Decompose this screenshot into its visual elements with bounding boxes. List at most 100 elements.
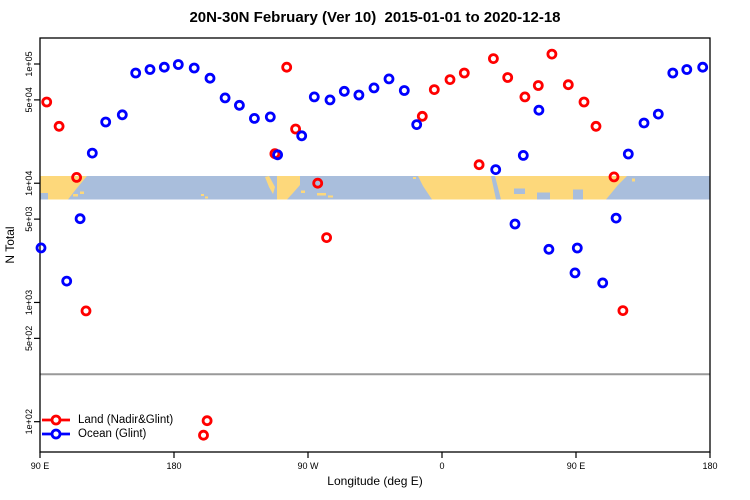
- land-point: [458, 67, 470, 79]
- ocean-point: [533, 104, 545, 116]
- ocean-point: [652, 108, 664, 120]
- map-band-land: [301, 190, 305, 193]
- ocean-point: [233, 99, 245, 111]
- ocean-point: [398, 85, 410, 96]
- ocean-point: [248, 113, 260, 124]
- land-point: [578, 96, 590, 108]
- ocean-point: [411, 119, 423, 130]
- map-band-land: [277, 176, 300, 200]
- chart-title: 20N-30N February (Ver 10) 2015-01-01 to …: [189, 9, 561, 26]
- ocean-point: [490, 164, 502, 176]
- land-point: [71, 171, 82, 183]
- x-tick-label: 180: [702, 461, 717, 471]
- land-point: [590, 120, 602, 132]
- y-tick-label: 1e+04: [24, 171, 34, 196]
- ocean-point: [622, 148, 634, 160]
- land-point: [201, 415, 213, 427]
- ocean-point: [697, 61, 709, 73]
- land-point: [532, 80, 544, 91]
- ocean-point: [509, 218, 521, 230]
- map-band-land: [73, 194, 78, 197]
- map-band-land: [205, 196, 208, 199]
- legend-ocean-label: Ocean (Glint): [78, 428, 147, 440]
- ocean-point: [35, 242, 47, 254]
- ocean-point: [61, 275, 73, 287]
- land-point: [428, 84, 440, 95]
- ocean-point: [296, 130, 308, 142]
- ocean-point: [188, 62, 200, 74]
- land-point: [473, 159, 485, 171]
- y-tick-label: 5e+03: [24, 206, 34, 231]
- land-point: [562, 79, 574, 91]
- ocean-point: [569, 267, 581, 279]
- x-axis-title: Longitude (deg E): [327, 474, 423, 488]
- plot-border: [39, 37, 711, 453]
- ocean-point: [272, 149, 284, 161]
- map-band-land: [413, 177, 416, 179]
- ocean-point: [100, 116, 112, 128]
- ocean-point: [517, 149, 529, 161]
- map-band-sea-notch: [491, 176, 501, 200]
- map-band-land: [328, 195, 333, 198]
- map-band-land: [80, 191, 84, 194]
- land-point: [321, 232, 333, 244]
- map-band-land: [632, 178, 635, 182]
- y-tick-label: 1e+02: [24, 409, 34, 434]
- legend-ocean-marker: [42, 428, 70, 440]
- map-band-land: [418, 176, 627, 200]
- x-axis: 90 E 180 90 W 0 90 E 180: [31, 452, 718, 471]
- x-tick-label: 90 W: [297, 461, 319, 471]
- land-point: [444, 74, 456, 85]
- ocean-point: [219, 92, 231, 104]
- ocean-point: [638, 117, 650, 129]
- land-point: [198, 429, 209, 441]
- ocean-point: [204, 72, 216, 84]
- land-point: [53, 120, 65, 132]
- ocean-point: [338, 85, 350, 97]
- x-tick-label: 0: [439, 461, 444, 471]
- land-series: [41, 48, 629, 441]
- ocean-series: [35, 59, 709, 289]
- map-band-land: [317, 193, 326, 196]
- ocean-point: [130, 67, 142, 79]
- x-tick-label: 90 E: [31, 461, 50, 471]
- ocean-point: [324, 94, 336, 106]
- legend-item-ocean: Ocean (Glint): [42, 427, 173, 441]
- ocean-point: [172, 59, 184, 70]
- land-point: [41, 96, 53, 108]
- legend-land-marker: [42, 414, 70, 426]
- legend-land-label: Land (Nadir&Glint): [78, 414, 174, 426]
- ocean-point: [667, 67, 679, 79]
- y-axis: 1e+05 5e+04 1e+04 5e+03 1e+03 5e+02 1e+02: [24, 51, 40, 434]
- land-point: [608, 171, 620, 183]
- ocean-point: [86, 147, 98, 159]
- ocean-point: [158, 61, 170, 73]
- x-tick-label: 90 E: [567, 461, 586, 471]
- land-point: [416, 110, 428, 122]
- map-band-sea-notch: [514, 188, 525, 194]
- land-point: [290, 123, 302, 135]
- ocean-point: [543, 243, 555, 255]
- land-point: [617, 305, 629, 317]
- y-tick-label: 5e+02: [24, 326, 34, 351]
- map-band-sea-notch: [573, 189, 583, 200]
- y-tick-label: 5e+04: [24, 87, 34, 112]
- ocean-point: [308, 91, 320, 103]
- land-point: [281, 61, 293, 73]
- y-tick-label: 1e+05: [24, 51, 34, 76]
- ocean-point: [264, 111, 276, 123]
- ocean-point: [144, 64, 156, 75]
- ocean-point: [353, 89, 365, 101]
- map-band: [40, 176, 710, 200]
- x-tick-label: 180: [166, 461, 181, 471]
- legend-item-land: Land (Nadir&Glint): [42, 413, 173, 427]
- land-point: [502, 72, 514, 83]
- land-point: [80, 305, 92, 317]
- ocean-point: [383, 73, 395, 85]
- land-point: [487, 53, 499, 64]
- map-band-sea-notch: [537, 192, 550, 200]
- map-band-land: [265, 176, 275, 194]
- ocean-point: [610, 212, 622, 224]
